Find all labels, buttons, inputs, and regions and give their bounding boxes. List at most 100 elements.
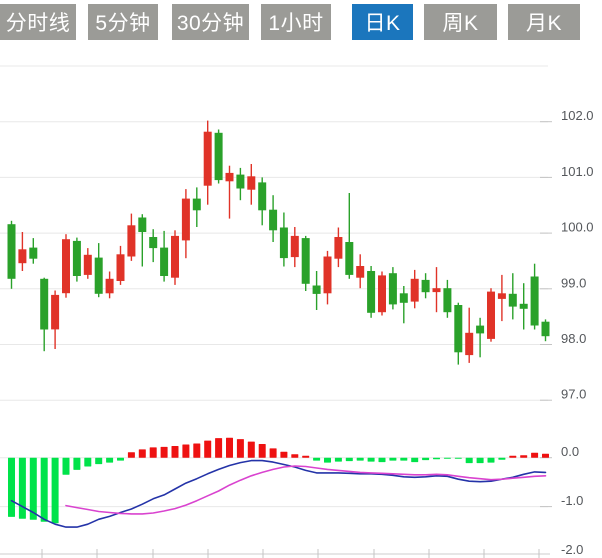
price-axis-label: 100.0	[561, 220, 594, 235]
timeframe-tabbar: 分时线 5分钟 30分钟 1小时 日K 周K 月K	[0, 0, 602, 44]
candle-body	[29, 247, 38, 259]
macd-bar	[542, 453, 549, 458]
macd-bar	[433, 457, 440, 460]
candle-body	[203, 131, 212, 186]
candle-body	[51, 294, 60, 330]
tab-30min[interactable]: 30分钟	[172, 4, 249, 40]
candle-body	[519, 303, 528, 309]
candle-body	[508, 293, 517, 307]
tab-timeline[interactable]: 分时线	[0, 4, 76, 40]
candle-body	[171, 235, 179, 278]
tab-weekly-k[interactable]: 周K	[424, 4, 497, 40]
macd-bar	[476, 457, 484, 464]
macd-bar	[345, 457, 353, 462]
candle-body	[94, 257, 103, 294]
macd-bar	[73, 457, 81, 470]
price-axis-label: 101.0	[561, 164, 594, 179]
macd-bar	[62, 457, 70, 475]
candle-body	[312, 285, 321, 294]
candle-body	[388, 273, 397, 305]
macd-bar	[8, 457, 15, 517]
macd-bar	[236, 439, 244, 458]
macd-bar	[291, 454, 299, 458]
candle-body	[541, 321, 550, 337]
price-axis-label: 99.0	[561, 275, 586, 290]
candle-body	[72, 240, 81, 276]
macd-bar	[215, 438, 223, 458]
candle-body	[258, 182, 267, 211]
candle-body	[465, 332, 474, 356]
candle-body	[301, 238, 310, 284]
x-axis	[0, 549, 550, 558]
candle-body	[127, 225, 136, 257]
candle-body	[160, 247, 169, 276]
macd-bar	[226, 437, 233, 458]
macd-bar	[269, 448, 277, 458]
macd-histogram	[8, 437, 549, 524]
candle-body	[225, 172, 234, 182]
candle-body	[192, 198, 201, 211]
candle-body	[356, 266, 365, 278]
macd-bar	[498, 457, 506, 460]
candle-body	[323, 256, 332, 294]
candle-body	[138, 217, 147, 232]
macd-bar	[84, 457, 92, 467]
candle-body	[399, 293, 408, 303]
candle-body	[378, 275, 386, 313]
price-axis-label: 102.0	[561, 108, 594, 123]
macd-bar	[171, 446, 179, 458]
macd-bar	[324, 457, 331, 463]
macd-bar	[95, 457, 103, 465]
macd-bar	[443, 457, 451, 459]
macd-dea-line	[65, 465, 547, 515]
macd-axis-label: -1.0	[561, 493, 583, 508]
candle-body	[181, 198, 190, 241]
tab-1hour[interactable]: 1小时	[261, 4, 331, 40]
macd-bar	[29, 457, 37, 520]
candle-body	[497, 293, 506, 299]
macd-bar	[356, 457, 364, 461]
macd-bar	[313, 457, 321, 461]
candle-body	[149, 237, 158, 249]
macd-bar	[531, 452, 539, 458]
macd-bar	[378, 457, 386, 463]
macd-bar	[149, 447, 157, 458]
candle-body	[7, 224, 16, 279]
candle-body	[487, 291, 495, 339]
tab-daily-k[interactable]: 日K	[352, 4, 413, 40]
tab-monthly-k[interactable]: 月K	[508, 4, 580, 40]
macd-bar	[400, 457, 408, 461]
macd-dif-line	[10, 459, 547, 528]
candle-body	[62, 239, 70, 294]
candle-body	[236, 174, 245, 189]
macd-bar	[193, 443, 201, 458]
candle-body	[290, 235, 299, 258]
macd-bar	[389, 457, 397, 461]
macd-bar	[367, 457, 375, 462]
price-axis-label: 98.0	[561, 331, 586, 346]
candle-body	[421, 279, 430, 293]
price-gridlines	[0, 65, 548, 401]
candle-body	[279, 227, 288, 259]
candle-body	[443, 288, 452, 313]
macd-bar	[258, 444, 266, 458]
macd-bar	[465, 457, 473, 464]
macd-bar	[160, 446, 168, 458]
candle-body	[40, 278, 49, 330]
candle-body	[530, 276, 539, 326]
candle-body	[247, 176, 256, 190]
macd-bar	[334, 457, 342, 462]
macd-gridlines	[0, 457, 552, 508]
macd-bar	[18, 457, 26, 519]
candle-body	[410, 278, 419, 302]
price-axis-label: 97.0	[561, 387, 586, 402]
candle-body	[116, 254, 125, 281]
macd-bar	[127, 452, 135, 458]
tab-5min[interactable]: 5分钟	[88, 4, 158, 40]
macd-axis-label: -2.0	[561, 542, 583, 557]
macd-axis-label: 0.0	[561, 444, 579, 459]
candle-body	[269, 209, 278, 231]
macd-bar	[106, 457, 114, 463]
